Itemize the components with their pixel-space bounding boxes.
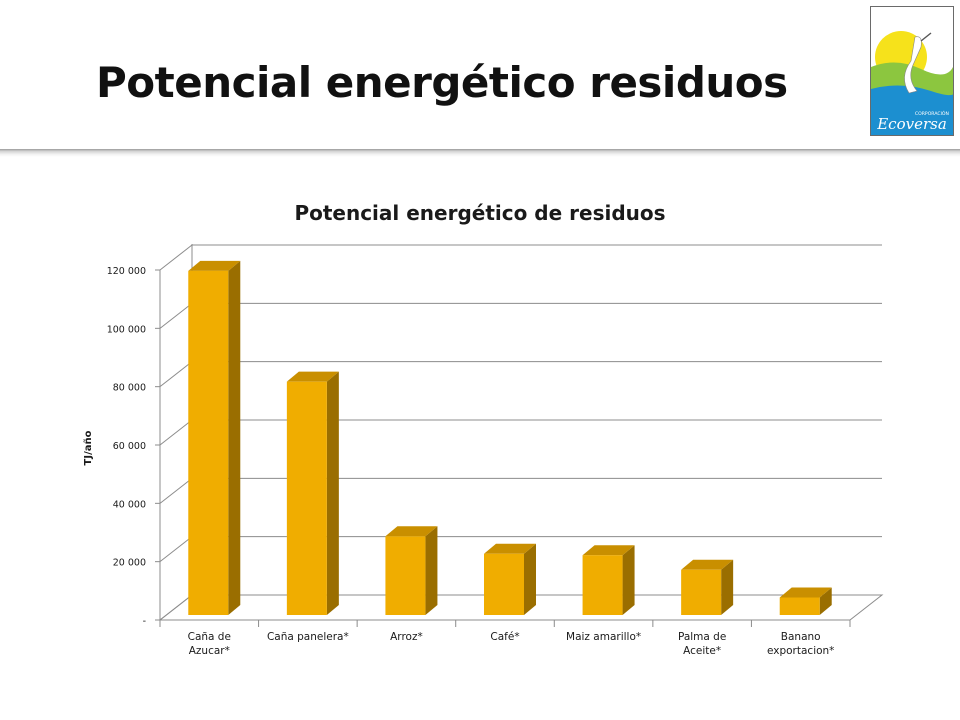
bar-side: [524, 543, 536, 615]
bar-top: [582, 545, 635, 556]
bar-top: [681, 559, 734, 570]
x-tick-label-line: Caña panelera*: [267, 631, 349, 643]
bar-front: [681, 569, 722, 615]
bar-front: [385, 536, 426, 615]
bar: [286, 371, 339, 615]
x-tick-label-line: Arroz*: [390, 631, 423, 643]
x-tick-label-line: Azucar*: [189, 645, 230, 657]
y-tick-label: 100 000: [107, 324, 146, 335]
y-tick-labels: - 20 000 40 000 60 000 80 000 100 000 120 000: [107, 266, 146, 627]
x-tick-label: Caña de Azucar*: [188, 631, 231, 657]
bar-side: [425, 526, 438, 615]
chart-floor: [158, 594, 884, 621]
bar-top: [286, 371, 339, 382]
bar-top: [779, 587, 832, 598]
logo-brand-text: Ecoversa: [876, 115, 947, 133]
bar: [188, 260, 241, 615]
bar-top: [385, 526, 438, 537]
chart-title: Potencial energético de residuos: [294, 201, 665, 225]
heron-beak-icon: [920, 32, 932, 42]
bar-front: [582, 555, 623, 615]
y-tick-label: -: [143, 616, 146, 627]
bar-front: [188, 270, 229, 615]
x-tick-label-line: exportacion*: [767, 645, 834, 657]
bar-side: [819, 587, 832, 615]
gridline-side: [159, 477, 193, 504]
bar-front: [286, 381, 327, 615]
gridline-side: [159, 361, 193, 388]
x-tick-label: Banano exportacion*: [767, 631, 834, 657]
x-tick-label-line: Aceite*: [683, 645, 721, 657]
bar: [582, 545, 635, 615]
ecoversa-logo: CORPORACIÓN Ecoversa: [870, 6, 954, 136]
bar: [385, 526, 438, 615]
gridline-side: [159, 244, 193, 271]
gridline-side: [159, 536, 193, 563]
water-icon: [871, 85, 953, 135]
x-tick-label: Arroz*: [390, 631, 423, 643]
logo-graphic: CORPORACIÓN Ecoversa: [871, 31, 953, 135]
x-tick-label-line: Maiz amarillo*: [566, 631, 641, 643]
x-tick-label-line: Café*: [490, 631, 519, 643]
title-divider: [0, 149, 960, 157]
y-tick-label: 120 000: [107, 266, 146, 277]
energy-potential-chart: Potencial energético de residuos TJ/año …: [83, 201, 884, 657]
gridline-side: [159, 302, 193, 329]
slide-title: Potencial energético residuos: [96, 58, 788, 107]
gridline-side: [159, 419, 193, 446]
bar-front: [779, 597, 820, 615]
x-tick-label: Maiz amarillo*: [566, 631, 641, 643]
x-tick-label: Palma de Aceite*: [678, 631, 726, 657]
bar-front: [484, 553, 524, 615]
bar-top: [188, 260, 241, 271]
y-tick-label: 80 000: [113, 383, 146, 394]
bar: [484, 543, 536, 615]
bar-side: [721, 559, 734, 615]
y-tick-label: 40 000: [113, 499, 146, 510]
bar-top: [484, 543, 536, 554]
bars-layer: [188, 260, 832, 615]
heron-icon: [904, 36, 922, 94]
x-tick-label-line: Caña de: [188, 631, 231, 643]
bar-side: [622, 545, 635, 615]
y-tick-label: 20 000: [113, 558, 146, 569]
logo-small-text: CORPORACIÓN: [915, 110, 949, 117]
bar-side: [326, 371, 339, 615]
y-tick-label: 60 000: [113, 441, 146, 452]
y-axis-label: TJ/año: [83, 430, 94, 465]
x-tick-labels: Caña de Azucar* Caña panelera* Arroz* Café* M…: [188, 631, 835, 657]
bar: [681, 559, 734, 615]
x-tick-label-line: Palma de: [678, 631, 726, 643]
bar: [779, 587, 832, 615]
x-tick-label: Café*: [490, 631, 519, 643]
x-tick-label-line: Banano: [781, 631, 821, 643]
x-tick-label: Caña panelera*: [267, 631, 349, 643]
bar-side: [228, 260, 241, 615]
